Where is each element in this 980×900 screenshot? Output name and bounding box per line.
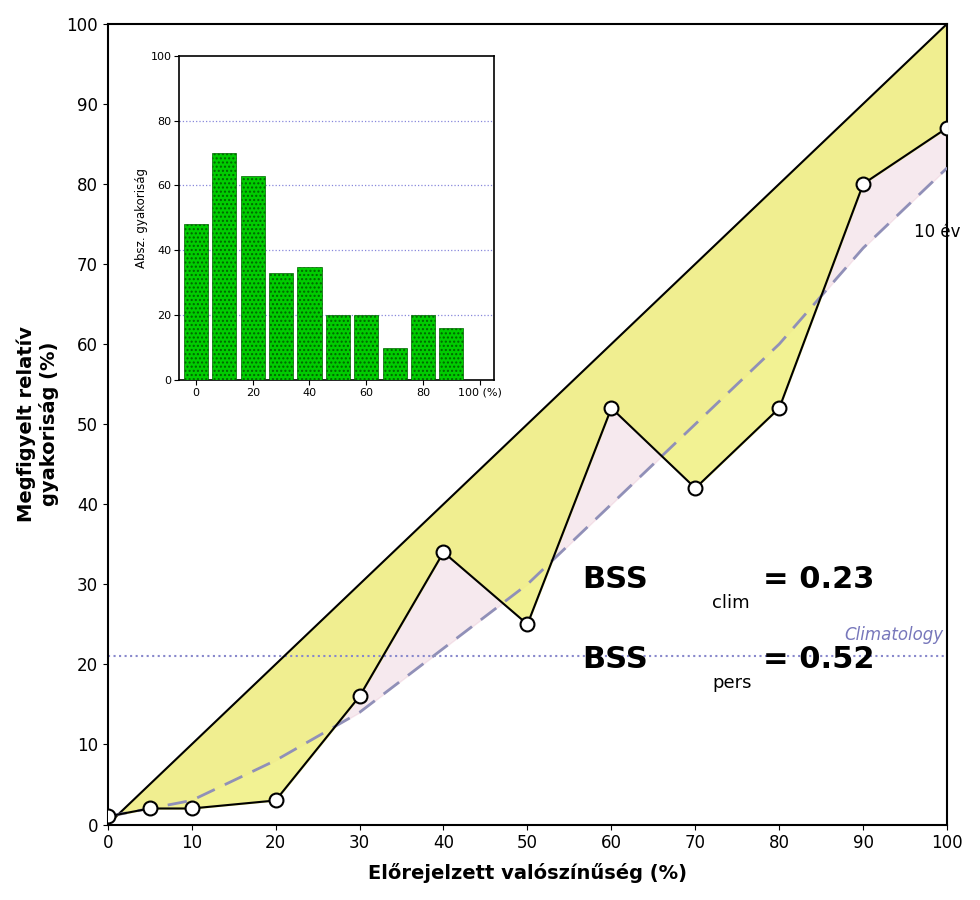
Text: Climatology: Climatology — [844, 626, 943, 644]
Text: 10 év: 10 év — [913, 223, 960, 241]
Y-axis label: Megfigyelt relatív
gyakoriság (%): Megfigyelt relatív gyakoriság (%) — [17, 326, 60, 522]
Text: BSS: BSS — [582, 565, 648, 594]
Text: = 0.52: = 0.52 — [762, 645, 874, 674]
Text: pers: pers — [712, 674, 752, 692]
Text: BSS: BSS — [582, 645, 648, 674]
X-axis label: Előrejelzett valószínűség (%): Előrejelzett valószínűség (%) — [368, 863, 687, 883]
Text: = 0.23: = 0.23 — [762, 565, 874, 594]
Text: clim: clim — [712, 594, 750, 612]
